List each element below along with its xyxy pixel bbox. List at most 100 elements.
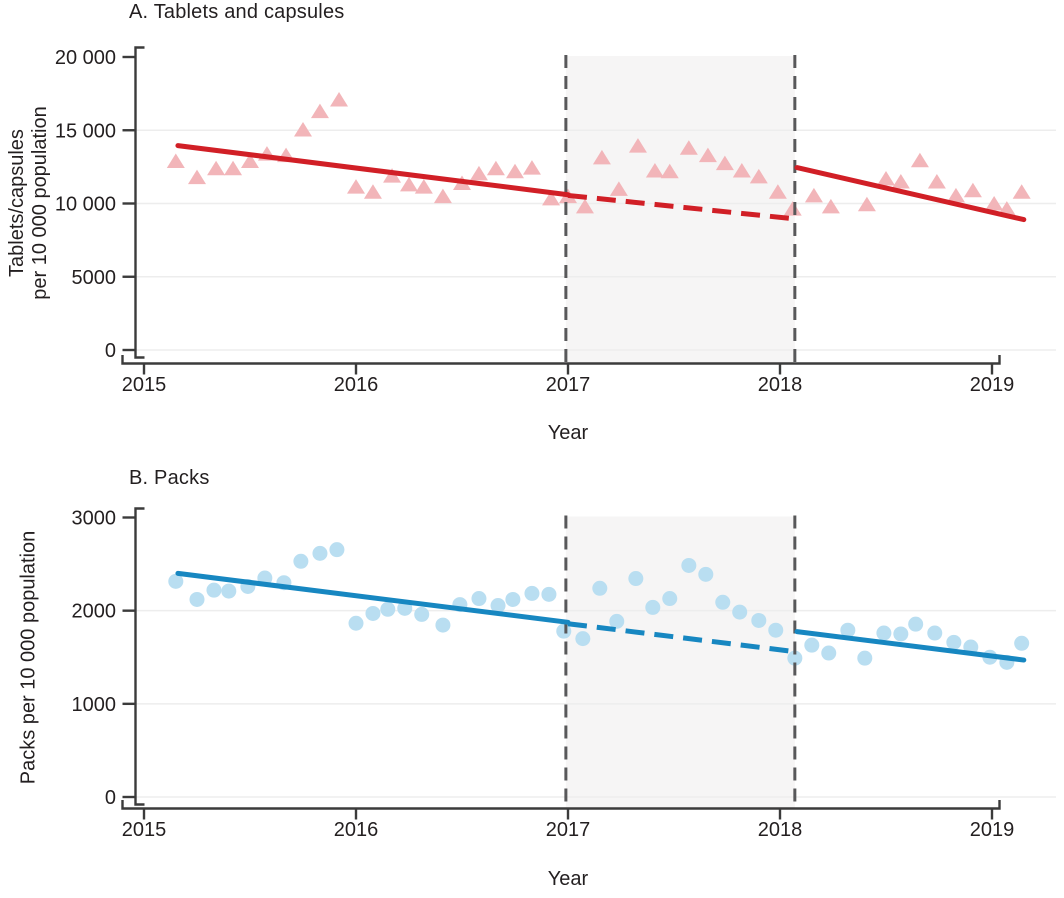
y-tick-label: 20 000 bbox=[55, 47, 116, 69]
data-point bbox=[522, 160, 541, 175]
data-point bbox=[628, 138, 647, 153]
panel-a-y-axis: 0 5000 10 000 15 000 20 000 bbox=[55, 46, 145, 362]
data-point bbox=[857, 196, 876, 212]
data-point bbox=[1012, 184, 1031, 199]
y-tick-label: 0 bbox=[105, 787, 116, 809]
data-point bbox=[575, 631, 591, 647]
data-point bbox=[380, 601, 396, 617]
y-tick-label: 5000 bbox=[72, 267, 117, 289]
y-tick-label: 1000 bbox=[72, 694, 117, 716]
panel-a-interruption-band bbox=[565, 56, 795, 364]
panel-a-x-axis-label: Year bbox=[547, 422, 589, 444]
data-point bbox=[400, 176, 418, 192]
data-point bbox=[471, 591, 487, 607]
panel-a-y-axis-label: Tablets/capsules per 10 000 population bbox=[6, 43, 52, 363]
data-point bbox=[732, 604, 748, 620]
y-axis-spine bbox=[134, 46, 145, 359]
x-tick-label: 2015 bbox=[122, 374, 167, 396]
panel-b-y-axis-label: Packs per 10 000 population bbox=[18, 498, 43, 818]
data-point bbox=[575, 198, 594, 214]
data-point bbox=[732, 163, 751, 178]
data-point bbox=[556, 623, 572, 639]
panel-b-interruption-band bbox=[565, 516, 795, 809]
panel-b-gridlines bbox=[136, 609, 1056, 798]
data-point bbox=[681, 557, 697, 573]
data-point bbox=[469, 165, 488, 181]
panel-a-x-axis: 2015 2016 2017 2018 2019 bbox=[121, 355, 1015, 396]
data-point bbox=[168, 573, 184, 589]
panel-b-interruption-lines bbox=[564, 515, 797, 809]
panel-b-y-axis: 0 1000 2000 3000 bbox=[72, 507, 145, 809]
panel-b-scatter-points bbox=[168, 542, 1030, 670]
data-point bbox=[946, 187, 965, 203]
data-point bbox=[505, 591, 521, 607]
data-point bbox=[783, 201, 802, 216]
panel-a-title: A. Tablets and capsules bbox=[129, 1, 345, 23]
x-tick-label: 2015 bbox=[122, 819, 167, 841]
data-point bbox=[592, 149, 611, 165]
data-point bbox=[433, 188, 452, 204]
trend-segment-solid bbox=[175, 143, 571, 198]
panel-a-gridlines bbox=[136, 129, 1056, 351]
data-point bbox=[963, 182, 982, 198]
data-point bbox=[698, 147, 717, 163]
data-point bbox=[224, 160, 243, 176]
data-point bbox=[414, 606, 430, 622]
data-point bbox=[804, 187, 823, 203]
data-point bbox=[363, 184, 382, 199]
data-point bbox=[435, 617, 451, 633]
data-point bbox=[821, 198, 840, 214]
data-point bbox=[891, 173, 910, 189]
data-point bbox=[166, 153, 185, 168]
data-point bbox=[188, 169, 206, 185]
data-point bbox=[383, 168, 402, 183]
y-tick-label: 2000 bbox=[72, 601, 117, 623]
panel-a-y-axis-label-line1: Tablets/capsules bbox=[6, 129, 28, 277]
data-point bbox=[506, 163, 524, 179]
x-tick-label: 2018 bbox=[758, 374, 803, 396]
panel-a-interruption-lines bbox=[564, 55, 797, 364]
data-point bbox=[768, 184, 787, 199]
panel-b-title: B. Packs bbox=[129, 467, 210, 489]
x-tick-label: 2017 bbox=[546, 819, 591, 841]
data-point bbox=[628, 571, 644, 587]
data-point bbox=[997, 201, 1016, 216]
y-tick-label: 0 bbox=[105, 340, 116, 362]
data-point bbox=[542, 190, 561, 206]
data-point bbox=[840, 622, 856, 638]
data-point bbox=[876, 625, 892, 641]
data-point bbox=[715, 594, 731, 610]
x-tick-label: 2016 bbox=[334, 819, 379, 841]
data-point bbox=[893, 626, 909, 642]
y-axis-spine bbox=[134, 507, 145, 806]
data-point bbox=[330, 91, 349, 107]
y-tick-label: 15 000 bbox=[55, 120, 116, 142]
x-tick-label: 2017 bbox=[546, 374, 591, 396]
data-point bbox=[877, 171, 895, 186]
x-tick-label: 2019 bbox=[970, 374, 1015, 396]
data-point bbox=[910, 152, 929, 168]
data-point bbox=[490, 598, 506, 614]
data-point bbox=[698, 566, 714, 582]
y-tick-label: 10 000 bbox=[55, 194, 116, 216]
y-tick-label: 3000 bbox=[72, 508, 117, 530]
data-point bbox=[189, 591, 205, 607]
data-point bbox=[312, 545, 328, 561]
data-point bbox=[662, 591, 678, 607]
data-point bbox=[715, 155, 734, 171]
x-axis-line bbox=[121, 800, 1001, 810]
x-tick-label: 2016 bbox=[334, 374, 379, 396]
data-point bbox=[294, 121, 312, 137]
data-point bbox=[679, 140, 698, 155]
data-point bbox=[347, 179, 365, 194]
data-point bbox=[927, 625, 943, 641]
data-point bbox=[541, 586, 557, 602]
panel-a-scatter-points bbox=[166, 91, 1031, 216]
data-point bbox=[645, 599, 661, 615]
panel-b-trend-lines bbox=[175, 570, 1027, 663]
trend-segment-solid bbox=[175, 570, 571, 625]
data-point bbox=[348, 615, 364, 631]
data-point bbox=[908, 616, 924, 632]
data-point bbox=[609, 613, 625, 629]
